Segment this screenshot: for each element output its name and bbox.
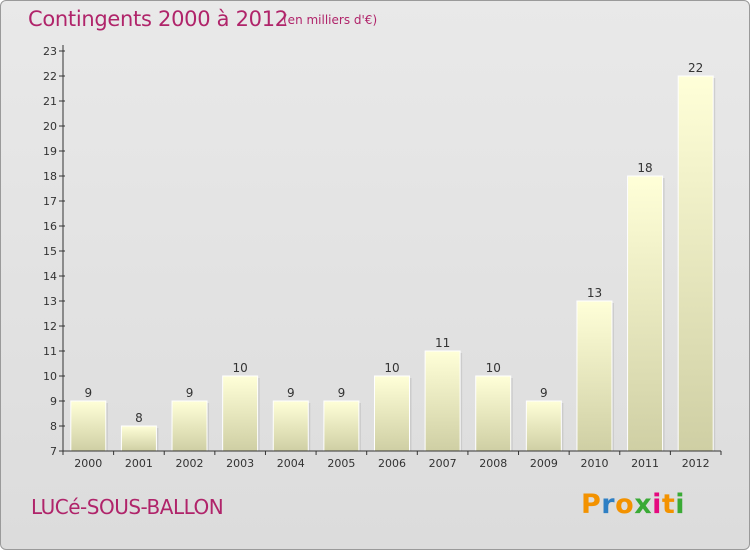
logo-letter: x <box>634 489 653 520</box>
logo-letter: P <box>581 489 602 520</box>
x-tick-label-2003: 2003 <box>226 457 254 470</box>
x-tick-label-2005: 2005 <box>327 457 355 470</box>
y-tick-label-23: 23 <box>43 45 57 58</box>
x-tick-label-2007: 2007 <box>429 457 457 470</box>
y-tick-label-22: 22 <box>43 70 57 83</box>
value-label-2004: 9 <box>287 386 295 400</box>
bar-2004 <box>272 400 309 452</box>
y-tick-label-17: 17 <box>43 195 57 208</box>
y-tick-label-13: 13 <box>43 295 57 308</box>
y-tick-label-15: 15 <box>43 245 57 258</box>
value-label-2002: 9 <box>186 386 194 400</box>
x-tick-label-2002: 2002 <box>176 457 204 470</box>
bar-2010 <box>576 300 613 452</box>
value-label-2001: 8 <box>135 411 143 425</box>
x-tick-label-2009: 2009 <box>530 457 558 470</box>
bar-2005 <box>323 400 360 452</box>
logo-letter: o <box>615 489 635 520</box>
x-tick-label-2008: 2008 <box>479 457 507 470</box>
proxiti-logo[interactable]: Proxiti <box>581 489 685 520</box>
y-tick-label-18: 18 <box>43 170 57 183</box>
y-tick-label-11: 11 <box>43 345 57 358</box>
y-tick-label-7: 7 <box>50 445 57 458</box>
x-tick-label-2012: 2012 <box>682 457 710 470</box>
value-label-2006: 10 <box>384 361 399 375</box>
value-label-2003: 10 <box>233 361 248 375</box>
bar-2009 <box>525 400 562 452</box>
bar-2011 <box>627 175 664 452</box>
bar-2000 <box>70 400 107 452</box>
bar-2006 <box>374 375 410 452</box>
logo-letter: i <box>675 489 686 520</box>
chart-subtitle: (en milliers d'€) <box>283 13 378 27</box>
x-tick-label-2001: 2001 <box>125 457 153 470</box>
value-label-2008: 10 <box>486 361 501 375</box>
bar-2002 <box>171 400 208 452</box>
x-tick-label-2010: 2010 <box>580 457 608 470</box>
y-tick-label-14: 14 <box>43 270 57 283</box>
chart-title: Contingents 2000 à 2012 <box>28 7 288 31</box>
commune-name: LUCé-SOUS-BALLON <box>31 495 224 519</box>
bar-2008 <box>475 375 512 452</box>
x-tick-label-2000: 2000 <box>74 457 102 470</box>
y-tick-label-10: 10 <box>43 370 57 383</box>
bar-2001 <box>120 425 157 452</box>
y-tick-label-9: 9 <box>50 395 57 408</box>
x-tick-label-2006: 2006 <box>378 457 406 470</box>
value-label-2012: 22 <box>688 61 703 75</box>
value-label-2009: 9 <box>540 386 548 400</box>
bar-2012 <box>677 75 714 452</box>
value-label-2010: 13 <box>587 286 602 300</box>
y-tick-label-20: 20 <box>43 120 57 133</box>
y-tick-label-12: 12 <box>43 320 57 333</box>
value-label-2007: 11 <box>435 336 450 350</box>
y-tick-label-8: 8 <box>50 420 57 433</box>
value-label-2000: 9 <box>84 386 92 400</box>
bar-2003 <box>222 375 259 452</box>
value-label-2005: 9 <box>338 386 346 400</box>
y-tick-label-16: 16 <box>43 220 57 233</box>
x-tick-label-2004: 2004 <box>277 457 305 470</box>
bar-2007 <box>424 350 461 452</box>
y-tick-label-19: 19 <box>43 145 57 158</box>
x-tick-label-2011: 2011 <box>631 457 659 470</box>
logo-letter: t <box>661 489 676 520</box>
value-label-2011: 18 <box>637 161 652 175</box>
logo-letter: r <box>601 489 616 520</box>
y-tick-label-21: 21 <box>43 95 57 108</box>
logo-letter: i <box>652 489 662 520</box>
